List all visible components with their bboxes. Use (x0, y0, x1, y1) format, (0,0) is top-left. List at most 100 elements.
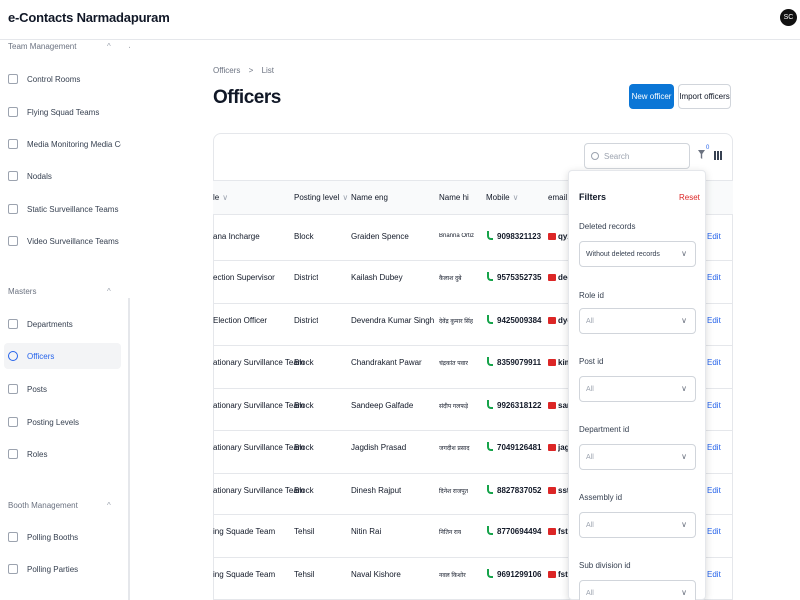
sidebar-item-flying-squad-teams[interactable]: Flying Squad Teams (4, 99, 121, 125)
edit-link[interactable]: Edit (707, 232, 721, 241)
new-officer-button[interactable]: New officer (629, 84, 674, 109)
edit-link[interactable]: Edit (707, 527, 721, 536)
scroll-up-arrow-icon[interactable]: ▲ (128, 44, 130, 50)
phone-icon[interactable] (487, 442, 493, 451)
cell-role: ationary Survillance Team (213, 443, 305, 452)
cell-name-eng: Dinesh Rajput (351, 486, 402, 495)
mail-icon[interactable] (548, 528, 556, 535)
search-icon (591, 152, 599, 160)
mail-icon[interactable] (548, 571, 556, 578)
cell-posting-level: Block (294, 232, 314, 241)
sidebar-item-static-surveillance-teams[interactable]: Static Surveillance Teams (4, 196, 121, 222)
mail-icon[interactable] (548, 402, 556, 409)
edit-link[interactable]: Edit (707, 273, 721, 282)
edit-link[interactable]: Edit (707, 570, 721, 579)
sidebar-item-label: Control Rooms (27, 74, 81, 84)
chevron-up-icon[interactable]: ^ (107, 42, 111, 51)
sidebar-group-team-management[interactable]: Team Management (8, 42, 77, 51)
sort-chevron-icon: ∨ (222, 193, 229, 202)
filter-select[interactable]: Without deleted records ∨ (579, 241, 696, 267)
column-header-mobile[interactable]: Mobile ∨ (486, 193, 518, 202)
sidebar-item-control-rooms[interactable]: Control Rooms (4, 66, 121, 92)
mail-icon[interactable] (548, 274, 556, 281)
cell-role: ection Supervisor (213, 273, 275, 282)
mail-icon[interactable] (548, 233, 556, 240)
cell-name-hi: Brianna Ortiz (439, 233, 475, 239)
sidebar-item-roles[interactable]: Roles (4, 441, 121, 467)
edit-link[interactable]: Edit (707, 316, 721, 325)
sidebar-item-posting-levels[interactable]: Posting Levels (4, 409, 121, 435)
chevron-up-icon[interactable]: ^ (107, 501, 111, 510)
chevron-up-icon[interactable]: ^ (107, 287, 111, 296)
edit-link[interactable]: Edit (707, 401, 721, 410)
filter-select[interactable]: All ∨ (579, 444, 696, 470)
cell-posting-level: Block (294, 486, 314, 495)
column-header-name-eng[interactable]: Name eng (351, 193, 388, 202)
filter-select[interactable]: All ∨ (579, 512, 696, 538)
mail-icon[interactable] (548, 359, 556, 366)
cell-mobile: 9691299106 (497, 570, 542, 579)
cell-mobile: 9926318122 (497, 401, 542, 410)
phone-icon[interactable] (487, 400, 493, 409)
cell-role: ing Squade Team (213, 527, 276, 536)
filter-select[interactable]: All ∨ (579, 308, 696, 334)
mail-icon[interactable] (548, 487, 556, 494)
sidebar-group-masters[interactable]: Masters (8, 287, 37, 296)
column-header-email[interactable]: email (548, 193, 567, 202)
phone-icon[interactable] (487, 357, 493, 366)
sidebar-item-video-surveillance-teams[interactable]: Video Surveillance Teams (4, 228, 121, 254)
filters-reset-button[interactable]: Reset (679, 193, 700, 202)
column-header-name-hi[interactable]: Name hi (439, 193, 469, 202)
columns-toggle-icon[interactable] (714, 151, 722, 160)
filter-select-value: All (586, 385, 594, 393)
sidebar-item-posts[interactable]: Posts (4, 376, 121, 402)
table-row[interactable] (213, 515, 733, 558)
cell-name-hi: नितिन राय (439, 530, 462, 536)
phone-icon[interactable] (487, 272, 493, 281)
cell-name-eng: Naval Kishore (351, 570, 401, 579)
phone-icon[interactable] (487, 231, 493, 240)
table-row[interactable] (213, 304, 733, 346)
mail-icon[interactable] (548, 444, 556, 451)
cell-mobile: 7049126481 (497, 443, 542, 452)
cell-name-hi: दिनेश राजपूत (439, 489, 469, 495)
column-label: le (213, 193, 220, 202)
sidebar-item-officers[interactable]: Officers (4, 343, 121, 369)
cell-name-hi: देवेंद्र कुमार सिंह (439, 319, 474, 325)
table-row[interactable] (213, 220, 733, 261)
sidebar-scrollbar[interactable] (128, 298, 130, 600)
filter-select[interactable]: All ∨ (579, 376, 696, 402)
sidebar-item-media-monitoring[interactable]: Media Monitoring Media Certifi... (4, 131, 121, 157)
phone-icon[interactable] (487, 485, 493, 494)
edit-link[interactable]: Edit (707, 358, 721, 367)
table-icon (8, 171, 18, 181)
sidebar-item-polling-booths[interactable]: Polling Booths (4, 524, 121, 550)
filter-select[interactable]: All ∨ (579, 580, 696, 600)
sidebar-item-label: Video Surveillance Teams (27, 236, 119, 246)
table-row[interactable] (213, 474, 733, 515)
phone-icon[interactable] (487, 569, 493, 578)
cell-email: kim (558, 358, 568, 367)
table-row[interactable] (213, 346, 733, 389)
edit-link[interactable]: Edit (707, 443, 721, 452)
edit-link[interactable]: Edit (707, 486, 721, 495)
mail-icon[interactable] (548, 317, 556, 324)
phone-icon[interactable] (487, 526, 493, 535)
breadcrumb-officers[interactable]: Officers (213, 66, 241, 75)
search-input[interactable]: Search (584, 143, 690, 169)
import-officers-button[interactable]: Import officers (678, 84, 731, 109)
table-row[interactable] (213, 261, 733, 304)
column-header-posting-level[interactable]: Posting level ∨ (294, 193, 348, 202)
cell-posting-level: District (294, 273, 319, 282)
table-row[interactable] (213, 431, 733, 474)
avatar[interactable]: SC (780, 9, 797, 26)
table-row[interactable] (213, 389, 733, 431)
sidebar-item-nodals[interactable]: Nodals (4, 163, 121, 189)
filter-icon[interactable] (698, 150, 705, 159)
filter-label: Assembly id (579, 493, 623, 502)
column-header-role[interactable]: le ∨ (213, 193, 228, 202)
phone-icon[interactable] (487, 315, 493, 324)
sidebar-item-polling-parties[interactable]: Polling Parties (4, 556, 121, 582)
sidebar-item-departments[interactable]: Departments (4, 311, 121, 337)
sidebar-group-booth-management[interactable]: Booth Management (8, 501, 78, 510)
